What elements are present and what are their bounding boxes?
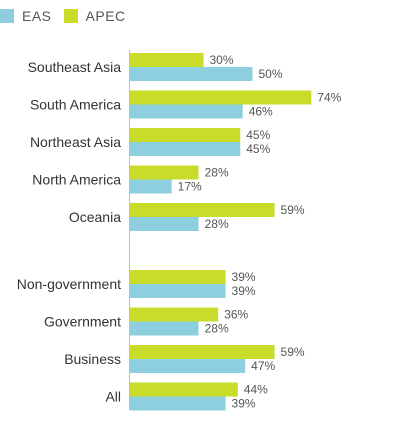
value-label-eas-business: 47% — [251, 359, 275, 373]
category-label-business: Business — [64, 351, 121, 367]
bar-apec-south-america — [130, 90, 312, 105]
category-label-southeast-asia: Southeast Asia — [28, 59, 122, 75]
bar-apec-government — [130, 307, 219, 322]
legend-label-eas: EAS — [22, 8, 52, 24]
value-label-eas-government: 28% — [205, 322, 229, 336]
bar-eas-non-government — [130, 284, 226, 298]
bar-eas-government — [130, 321, 199, 336]
value-label-eas-northeast-asia: 45% — [246, 142, 270, 156]
value-label-eas-oceania: 28% — [205, 217, 229, 231]
legend-item-apec: APEC — [63, 8, 126, 24]
legend-label-apec: APEC — [85, 8, 126, 24]
bar-eas-north-america — [130, 179, 172, 194]
value-label-apec-northeast-asia: 45% — [246, 128, 270, 142]
bar-eas-oceania — [130, 217, 199, 231]
category-label-south-america: South America — [30, 97, 121, 113]
value-label-apec-all: 44% — [244, 383, 268, 397]
bar-apec-northeast-asia — [130, 128, 241, 142]
legend-swatch-apec — [63, 9, 78, 23]
category-label-oceania: Oceania — [69, 209, 121, 225]
value-label-apec-government: 36% — [224, 308, 248, 322]
category-label-non-government: Non-government — [17, 276, 121, 292]
legend-swatch-eas — [0, 9, 14, 23]
category-label-all: All — [105, 389, 121, 405]
bar-eas-all — [130, 396, 226, 411]
value-label-apec-oceania: 59% — [281, 203, 305, 217]
value-label-apec-southeast-asia: 30% — [210, 53, 234, 67]
value-label-apec-north-america: 28% — [205, 166, 229, 180]
bar-apec-all — [130, 382, 238, 397]
value-label-eas-all: 39% — [232, 397, 256, 411]
bar-apec-business — [130, 345, 275, 359]
value-label-apec-business: 59% — [281, 345, 305, 359]
category-label-northeast-asia: Northeast Asia — [30, 134, 121, 150]
bar-apec-oceania — [130, 203, 275, 217]
value-label-apec-non-government: 39% — [232, 270, 256, 284]
value-label-eas-south-america: 46% — [249, 105, 273, 119]
legend-item-eas: EAS — [0, 8, 52, 24]
value-label-apec-south-america: 74% — [317, 91, 341, 105]
value-label-eas-north-america: 17% — [178, 180, 202, 194]
legend: EAS APEC — [0, 6, 138, 26]
bar-apec-southeast-asia — [130, 53, 204, 67]
bar-eas-southeast-asia — [130, 67, 253, 81]
bar-eas-northeast-asia — [130, 142, 241, 156]
category-label-government: Government — [44, 314, 121, 330]
bar-apec-non-government — [130, 270, 226, 284]
bar-eas-south-america — [130, 104, 243, 119]
value-label-eas-non-government: 39% — [232, 284, 256, 298]
value-label-eas-southeast-asia: 50% — [259, 67, 283, 81]
bar-eas-business — [130, 359, 246, 373]
category-label-north-america: North America — [32, 172, 121, 188]
bar-apec-north-america — [130, 165, 199, 180]
